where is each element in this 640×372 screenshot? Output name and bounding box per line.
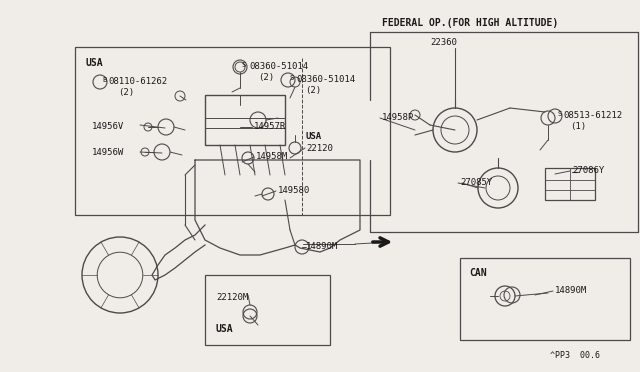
Bar: [75, 47, 390, 215]
Text: 27085Y: 27085Y: [460, 178, 492, 187]
Text: 14890M: 14890M: [555, 286, 588, 295]
Bar: [545, 168, 595, 200]
Text: 14958M: 14958M: [256, 152, 288, 161]
Bar: [205, 275, 330, 345]
Text: 14890M: 14890M: [306, 242, 339, 251]
Text: (2): (2): [305, 86, 321, 95]
Text: USA: USA: [215, 324, 232, 334]
Text: 149580: 149580: [278, 186, 310, 195]
Text: 22120: 22120: [306, 144, 333, 153]
Text: 08513-61212: 08513-61212: [563, 111, 622, 120]
Text: (1): (1): [570, 122, 586, 131]
Text: (2): (2): [118, 88, 134, 97]
Text: FEDERAL OP.(FOR HIGH ALTITUDE): FEDERAL OP.(FOR HIGH ALTITUDE): [382, 18, 558, 28]
Text: (2): (2): [258, 73, 274, 82]
Text: USA: USA: [306, 132, 322, 141]
Text: 08360-51014: 08360-51014: [296, 75, 355, 84]
Text: 08360-51014: 08360-51014: [249, 62, 308, 71]
Text: USA: USA: [85, 58, 102, 68]
Text: 22120M: 22120M: [216, 293, 248, 302]
Text: 14958P: 14958P: [382, 113, 414, 122]
Text: 14956V: 14956V: [92, 122, 124, 131]
Text: 27086Y: 27086Y: [572, 166, 604, 175]
Text: S: S: [557, 111, 561, 117]
Text: CAN: CAN: [469, 268, 486, 278]
Text: ^PP3  00.6: ^PP3 00.6: [550, 351, 600, 360]
Text: 08110-61262: 08110-61262: [108, 77, 167, 86]
Text: 14957R: 14957R: [254, 122, 286, 131]
Text: 14956W: 14956W: [92, 148, 124, 157]
Bar: [460, 258, 630, 340]
Text: B: B: [102, 77, 106, 83]
Text: S: S: [242, 62, 246, 68]
Text: S: S: [290, 75, 294, 81]
Text: 22360: 22360: [430, 38, 457, 47]
Bar: [205, 95, 285, 145]
